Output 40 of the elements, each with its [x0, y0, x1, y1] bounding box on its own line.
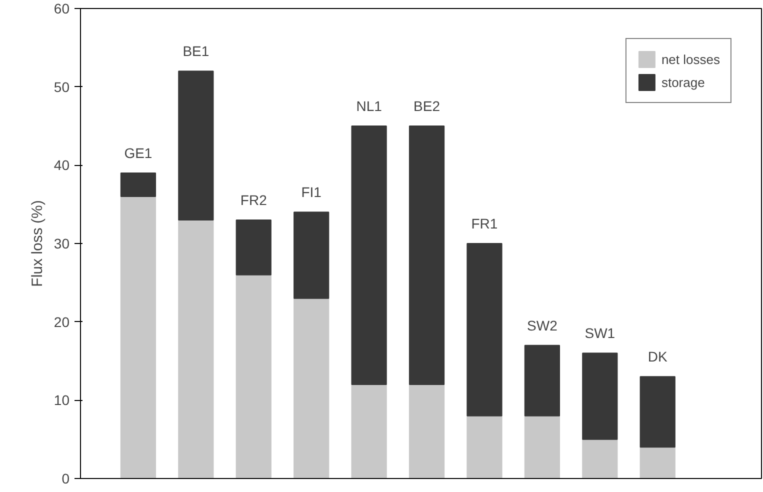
- x-tick-label: NL1: [356, 98, 382, 114]
- bar: [582, 438, 618, 478]
- x-tick-label: FR1: [471, 216, 498, 232]
- x-tick-label: BE1: [182, 43, 210, 60]
- bar: [351, 126, 387, 385]
- bar: [236, 274, 272, 478]
- bar: [640, 376, 676, 448]
- bar: [524, 415, 560, 478]
- y-tick-label: 20: [54, 314, 70, 330]
- x-tick-label: FR2: [240, 192, 268, 208]
- bar: [640, 446, 676, 478]
- bar: [120, 172, 156, 197]
- bar: [178, 70, 214, 220]
- x-tick-label: SW2: [527, 317, 558, 334]
- bar: [351, 384, 387, 478]
- legend-label: storage: [661, 74, 705, 90]
- bar: [120, 196, 156, 478]
- y-axis-title: Flux loss (%): [28, 200, 46, 287]
- x-tick-label: BE2: [414, 98, 440, 114]
- y-tick-label: 10: [54, 392, 70, 408]
- x-tick-label: GE1: [124, 145, 152, 161]
- bar: [294, 298, 330, 478]
- bar: [178, 220, 214, 478]
- bar: [524, 344, 560, 416]
- y-tick-label: 40: [54, 157, 70, 174]
- bar: [408, 126, 445, 385]
- y-tick-label: 50: [54, 78, 70, 95]
- y-tick-label: 30: [54, 236, 70, 252]
- y-tick-label: 60: [54, 0, 70, 16]
- bar: [294, 212, 330, 299]
- legend-label: net losses: [661, 52, 720, 66]
- x-tick-label: SW1: [584, 325, 616, 342]
- bar: [582, 352, 618, 440]
- x-tick-label: FI1: [301, 184, 322, 200]
- bar: [408, 384, 445, 478]
- bar: [236, 220, 272, 276]
- y-tick-label: 0: [62, 470, 70, 486]
- bar: [466, 243, 502, 416]
- bar: [466, 415, 502, 478]
- x-tick-label: DK: [648, 348, 668, 365]
